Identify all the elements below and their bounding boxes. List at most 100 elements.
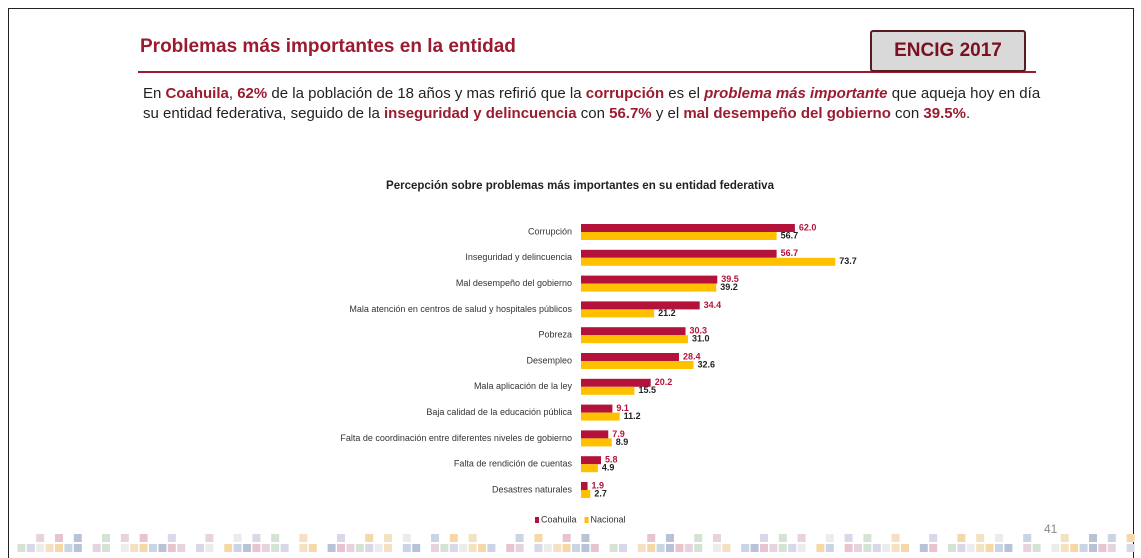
decoration: [750, 544, 759, 552]
text: mal desempeño del gobierno: [683, 105, 891, 122]
decoration: [73, 544, 82, 552]
decoration: [487, 544, 496, 552]
decoration: [572, 544, 580, 552]
decoration: [299, 534, 308, 542]
decoration: [694, 544, 703, 552]
decoration: [1098, 544, 1107, 552]
decoration: [797, 534, 806, 542]
decoration: [205, 534, 214, 542]
decoration: [233, 544, 242, 552]
bar: [581, 301, 700, 310]
bar: [581, 464, 598, 473]
category-label: Mal desempeño del gobierno: [456, 278, 572, 288]
bar: [581, 361, 694, 369]
decoration: [36, 534, 45, 542]
text: .: [965, 105, 971, 122]
decoration: [120, 544, 129, 552]
decoration: [1079, 544, 1088, 552]
decoration: [355, 544, 364, 552]
legend-label: Nacional: [591, 514, 626, 524]
decoration: [102, 544, 110, 552]
bar: [581, 430, 609, 439]
decoration: [844, 544, 853, 552]
text: 56.7%: [609, 105, 652, 122]
decoration: [825, 534, 834, 542]
decoration: [17, 544, 26, 552]
decoration: [431, 544, 439, 552]
decoration: [478, 544, 486, 552]
decoration: [36, 544, 45, 552]
decoration: [666, 544, 674, 552]
value-label: 30.3: [690, 326, 708, 336]
decoration: [741, 544, 750, 552]
bar: [581, 309, 655, 318]
value-label: 15.5: [638, 385, 656, 395]
value-label: 4.9: [602, 463, 615, 473]
decoration: [675, 544, 684, 552]
decoration: [534, 544, 543, 552]
category-label: Mala aplicación de la ley: [474, 381, 573, 391]
value-label: 73.7: [839, 256, 857, 266]
decoration: [346, 544, 355, 552]
decoration: [957, 544, 966, 552]
decoration: [196, 544, 204, 552]
decoration: [637, 544, 646, 552]
badge: ENCIG 2017: [870, 30, 1026, 72]
decoration: [73, 534, 82, 542]
decoration: [1107, 534, 1116, 542]
decoration: [102, 534, 110, 542]
decoration: [412, 544, 421, 552]
value-label: 9.1: [616, 403, 629, 413]
decoration: [891, 534, 900, 542]
decoration: [778, 534, 787, 542]
bar: [581, 257, 836, 266]
decoration: [760, 544, 768, 552]
decoration: [1051, 544, 1060, 552]
text: 39.5%: [923, 105, 966, 122]
value-label: 1.9: [592, 480, 605, 490]
decoration: [1060, 534, 1069, 542]
value-label: 56.7: [781, 248, 799, 258]
decoration: [459, 544, 468, 552]
decoration: [177, 544, 186, 552]
decoration: [713, 544, 721, 552]
bar: [581, 335, 688, 344]
category-label: Baja calidad de la educación pública: [426, 407, 572, 417]
decoration: [656, 544, 665, 552]
decoration: [515, 534, 524, 542]
value-label: 20.2: [655, 377, 673, 387]
bar: [581, 386, 635, 395]
value-label: 31.0: [692, 334, 710, 344]
decoration: [929, 544, 938, 552]
decoration: [224, 544, 233, 552]
decoration: [562, 534, 571, 542]
decoration: [948, 544, 956, 552]
decoration: [882, 544, 891, 552]
text: con: [890, 105, 924, 122]
slide-title: Problemas más importantes en la entidad: [140, 36, 516, 57]
decoration: [167, 534, 176, 542]
decoration: [797, 544, 806, 552]
decoration: [139, 544, 148, 552]
text: Coahuila: [165, 85, 229, 102]
bar: [581, 412, 620, 421]
legend-swatch: [584, 517, 589, 523]
decoration: [863, 544, 872, 552]
text: y el: [651, 105, 684, 122]
bar: [581, 249, 777, 258]
decoration: [130, 544, 139, 552]
decoration: [1089, 544, 1097, 552]
decoration: [1023, 534, 1032, 542]
decoration: [976, 544, 985, 552]
decoration: [402, 534, 411, 542]
text: En: [143, 85, 166, 102]
bar: [581, 232, 777, 240]
bar: [581, 438, 612, 447]
decoration: [26, 544, 35, 552]
decoration: [647, 544, 656, 552]
decoration: [929, 534, 938, 542]
value-label: 7.9: [612, 429, 625, 439]
decoration: [891, 544, 900, 552]
text: 62%: [237, 85, 268, 102]
